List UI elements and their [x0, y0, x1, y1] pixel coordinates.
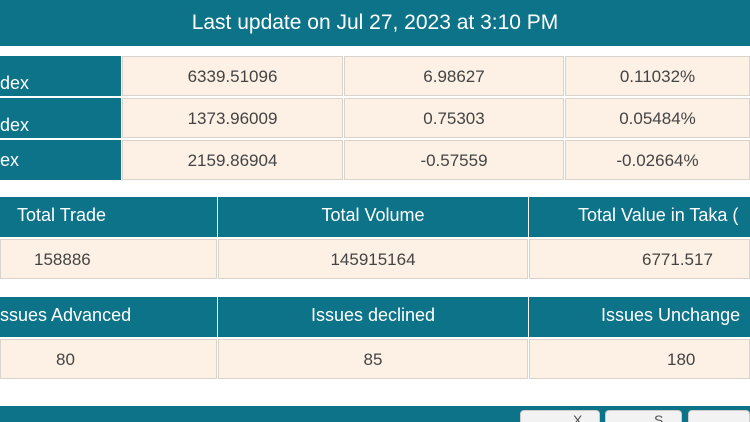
bottom-button-2[interactable]: S	[605, 410, 682, 422]
index-row: ex 2159.86904 -0.57559 -0.02664%	[0, 140, 750, 180]
total-volume-value: 145915164	[218, 239, 528, 279]
trade-summary-header: Total Trade Total Volume Total Value in …	[0, 197, 750, 237]
index-change: -0.57559	[344, 140, 564, 180]
index-change: 0.75303	[344, 98, 564, 138]
issues-unchanged-header: Issues Unchange	[529, 297, 750, 337]
issues-advanced-header: ssues Advanced	[0, 297, 217, 337]
index-percent-change: -0.02664%	[565, 140, 750, 180]
last-update-banner: Last update on Jul 27, 2023 at 3:10 PM	[0, 0, 750, 46]
issues-declined-header: Issues declined	[218, 297, 528, 337]
issues-unchanged-value: 180	[529, 339, 750, 379]
index-value: 1373.96009	[122, 98, 343, 138]
total-value-value: 6771.517	[529, 239, 750, 279]
index-row: dex 1373.96009 0.75303 0.05484%	[0, 98, 750, 138]
total-trade-header: Total Trade	[0, 197, 217, 237]
bottom-button-3[interactable]	[688, 410, 750, 422]
total-trade-value: 158886	[0, 239, 217, 279]
last-update-text: Last update on Jul 27, 2023 at 3:10 PM	[191, 11, 559, 34]
index-change: 6.98627	[344, 56, 564, 96]
index-row: dex 6339.51096 6.98627 0.11032%	[0, 56, 750, 96]
index-percent-change: 0.05484%	[565, 98, 750, 138]
index-value: 2159.86904	[122, 140, 343, 180]
issues-declined-value: 85	[218, 339, 528, 379]
total-volume-header: Total Volume	[218, 197, 528, 237]
index-name: ex	[0, 140, 121, 180]
bottom-button-1[interactable]: X	[520, 410, 600, 422]
index-name: dex	[0, 56, 121, 96]
issues-summary-header: ssues Advanced Issues declined Issues Un…	[0, 297, 750, 337]
total-value-header: Total Value in Taka (	[529, 197, 750, 237]
issues-advanced-value: 80	[0, 339, 217, 379]
trade-summary-values: 158886 145915164 6771.517	[0, 239, 750, 279]
index-name: dex	[0, 98, 121, 138]
issues-summary-values: 80 85 180	[0, 339, 750, 379]
index-percent-change: 0.11032%	[565, 56, 750, 96]
index-value: 6339.51096	[122, 56, 343, 96]
